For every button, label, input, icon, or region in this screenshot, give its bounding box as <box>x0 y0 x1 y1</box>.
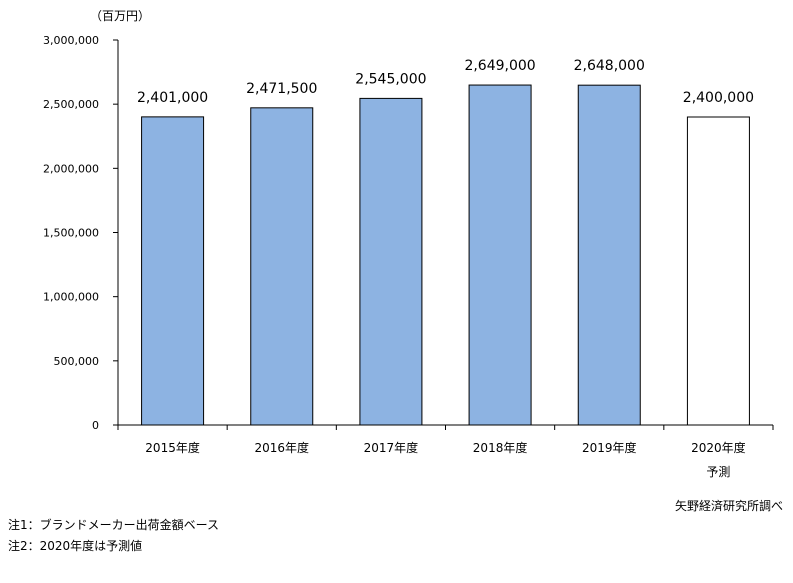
data-label: 2,649,000 <box>464 58 535 74</box>
x-tick-label: 2015年度 <box>145 440 200 455</box>
bar <box>141 116 205 426</box>
data-label: 2,648,000 <box>574 58 645 74</box>
y-tick-label: 1,500,000 <box>43 227 99 240</box>
x-tick-label: 2020年度 <box>691 440 746 455</box>
bar <box>250 107 314 426</box>
y-tick-label: 2,500,000 <box>43 98 99 111</box>
y-tick-label: 3,000,000 <box>43 34 99 47</box>
note-2: 注2：2020年度は予測値 <box>8 539 143 553</box>
bar-forecast <box>686 116 750 426</box>
y-tick-label: 1,000,000 <box>43 291 99 304</box>
data-label: 2,471,500 <box>246 81 317 97</box>
data-label: 2,545,000 <box>355 71 426 87</box>
x-tick-label: 2019年度 <box>582 440 637 455</box>
x-tick-label: 2016年度 <box>254 440 309 455</box>
bar-chart: 0 500,000 1,000,000 1,500,000 2,000,000 2,500… <box>43 34 774 479</box>
note-1: 注1：ブランドメーカー出荷金額ベース <box>8 518 220 532</box>
data-label: 2,400,000 <box>683 90 754 106</box>
y-tick-label: 0 <box>92 419 99 432</box>
x-tick-sublabel: 予測 <box>706 465 730 479</box>
bar <box>359 97 423 426</box>
y-tick-label: 2,000,000 <box>43 162 99 175</box>
x-tick-label: 2018年度 <box>473 440 528 455</box>
y-tick-label: 500,000 <box>54 355 100 368</box>
x-tick-label: 2017年度 <box>364 440 419 455</box>
data-label: 2,401,000 <box>137 90 208 106</box>
bar <box>468 84 532 426</box>
source-label: 矢野経済研究所調べ <box>674 499 783 513</box>
bar <box>577 84 641 426</box>
y-axis-unit-label: （百万円） <box>90 9 151 23</box>
